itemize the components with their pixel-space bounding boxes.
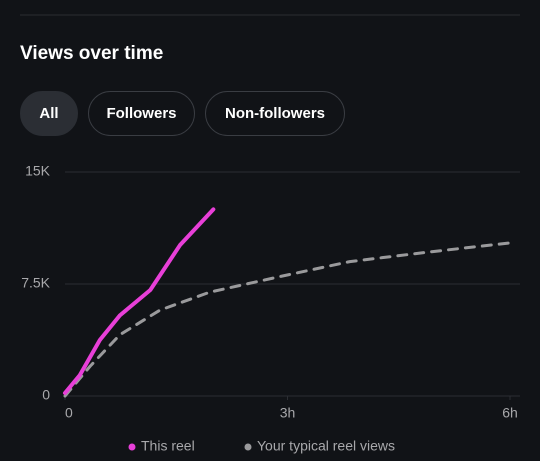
tab-pill[interactable]: Non-followers [205, 91, 345, 136]
tab-label: Followers [106, 105, 176, 122]
y-tick-label: 15K [25, 163, 51, 179]
title: Views over time [20, 43, 163, 64]
legend-label: Your typical reel views [257, 438, 395, 454]
x-tick-label: 0 [65, 405, 73, 421]
tab-background [88, 91, 195, 136]
series-line [63, 241, 512, 398]
tab-label: All [39, 105, 58, 122]
y-tick-label: 0 [42, 387, 50, 403]
legend-marker [128, 443, 136, 451]
tab-pill[interactable]: All [20, 91, 78, 136]
x-tick-label: 3h [280, 405, 296, 421]
plot: 0 7.5K 15K 0 3h 6h This reel Your typical reel … [21, 163, 520, 454]
y-tick-label: 7.5K [21, 275, 50, 291]
tab-background [20, 91, 78, 136]
x-tick-label: 6h [502, 405, 518, 421]
tab-label: Non-followers [225, 105, 325, 122]
tabs: All Followers Non-followers [20, 91, 345, 136]
legend-marker [244, 443, 252, 451]
tab-pill[interactable]: Followers [88, 91, 195, 136]
series-line [63, 207, 216, 396]
legend-label: This reel [141, 438, 195, 454]
tab-background [205, 91, 345, 136]
